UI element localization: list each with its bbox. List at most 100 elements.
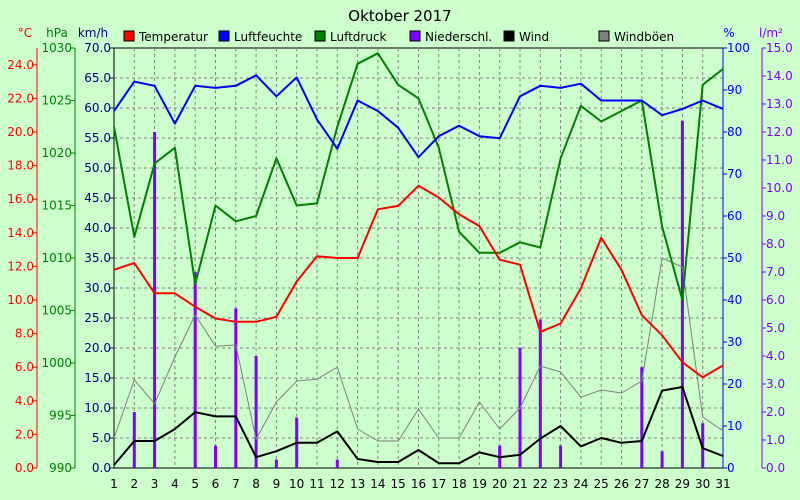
x-tick-label: 15 [391, 477, 406, 491]
wind-tick-label: 60.0 [84, 101, 111, 115]
x-tick-label: 3 [151, 477, 159, 491]
humidity-unit-label: % [723, 26, 734, 40]
temp-tick-label: 2.0 [15, 427, 34, 441]
legend-label-rain: Niederschl. [425, 30, 492, 44]
rain-unit-label: l/m² [759, 26, 783, 40]
pressure-tick-label: 990 [49, 461, 72, 475]
x-tick-label: 14 [370, 477, 385, 491]
x-tick-label: 22 [533, 477, 548, 491]
chart-title: Oktober 2017 [348, 7, 451, 25]
rain-tick-label: 1.0 [766, 433, 785, 447]
wind-tick-label: 30.0 [84, 281, 111, 295]
wind-tick-label: 20.0 [84, 341, 111, 355]
x-tick-label: 7 [232, 477, 240, 491]
legend-label-pressure: Luftdruck [330, 30, 387, 44]
wind-tick-label: 45.0 [84, 191, 111, 205]
rain-tick-label: 14.0 [766, 69, 793, 83]
temp-tick-label: 24.0 [7, 58, 34, 72]
x-tick-label: 20 [492, 477, 507, 491]
wind-tick-label: 55.0 [84, 131, 111, 145]
x-tick-label: 6 [212, 477, 220, 491]
rain-bar [660, 451, 664, 468]
wind-tick-label: 15.0 [84, 371, 111, 385]
humidity-tick-label: 30 [727, 335, 742, 349]
rain-tick-label: 3.0 [766, 377, 785, 391]
legend-swatch-humidity [218, 30, 230, 42]
temp-tick-label: 4.0 [15, 394, 34, 408]
wind-tick-label: 70.0 [84, 41, 111, 55]
wind-tick-label: 35.0 [84, 251, 111, 265]
temp-tick-label: 6.0 [15, 360, 34, 374]
temp-tick-label: 22.0 [7, 91, 34, 105]
wind-tick-label: 5.0 [92, 431, 111, 445]
pressure-tick-label: 1010 [41, 251, 72, 265]
series-line-wind-gusts [113, 257, 724, 442]
wind-tick-label: 50.0 [84, 161, 111, 175]
pressure-tick-label: 1025 [41, 94, 72, 108]
x-tick-label: 26 [614, 477, 629, 491]
temp-tick-label: 18.0 [7, 159, 34, 173]
humidity-tick-label: 60 [727, 209, 742, 223]
series-line-wind-wind [113, 386, 724, 466]
x-tick-label: 4 [171, 477, 179, 491]
legend-label-wind: Wind [519, 30, 549, 44]
x-tick-label: 8 [252, 477, 260, 491]
temp-tick-label: 20.0 [7, 125, 34, 139]
rain-bar [274, 459, 278, 468]
rain-bar [214, 445, 217, 468]
x-tick-label: 11 [309, 477, 324, 491]
x-tick-label: 30 [695, 477, 710, 491]
x-tick-label: 16 [411, 477, 426, 491]
temp-tick-label: 16.0 [7, 192, 34, 206]
pressure-tick-label: 995 [49, 409, 72, 423]
wind-tick-label: 10.0 [84, 401, 111, 415]
rain-tick-label: 11.0 [766, 153, 793, 167]
rain-bar [193, 272, 197, 468]
wind-tick-label: 0.0 [92, 461, 111, 475]
series-line-temp-temp [113, 184, 724, 379]
legend-swatch-pressure [314, 30, 326, 42]
legend-swatch-gusts [598, 30, 610, 42]
temp-tick-label: 0.0 [15, 461, 34, 475]
rain-bar [559, 445, 563, 468]
rain-tick-label: 13.0 [766, 97, 793, 111]
series-line-pressure-pressure [113, 52, 724, 301]
x-tick-label: 21 [512, 477, 527, 491]
rain-tick-label: 0.0 [766, 461, 785, 475]
legend-swatch-rain [409, 30, 421, 42]
humidity-tick-label: 0 [727, 461, 735, 475]
x-tick-label: 9 [273, 477, 281, 491]
wind-unit-label: km/h [78, 26, 108, 40]
pressure-tick-label: 1005 [41, 304, 72, 318]
x-tick-label: 13 [350, 477, 365, 491]
x-tick-label: 12 [330, 477, 345, 491]
rain-bar [153, 132, 157, 468]
x-tick-label: 31 [715, 477, 730, 491]
x-tick-label: 17 [431, 477, 446, 491]
humidity-tick-label: 70 [727, 167, 742, 181]
x-tick-label: 29 [675, 477, 690, 491]
x-tick-label: 24 [573, 477, 588, 491]
wind-tick-label: 65.0 [84, 71, 111, 85]
x-tick-label: 2 [130, 477, 138, 491]
rain-tick-label: 4.0 [766, 349, 785, 363]
rain-tick-label: 6.0 [766, 293, 785, 307]
humidity-tick-label: 80 [727, 125, 742, 139]
pressure-tick-label: 1030 [41, 41, 72, 55]
legend-label-humidity: Luftfeuchte [234, 30, 302, 44]
rain-bar [254, 356, 258, 468]
rain-tick-label: 9.0 [766, 209, 785, 223]
legend-swatch-wind [503, 30, 515, 42]
rain-bar [538, 319, 542, 468]
legend-swatch-temperature [123, 30, 135, 42]
x-tick-label: 18 [451, 477, 466, 491]
temp-unit-label: °C [18, 26, 32, 40]
humidity-tick-label: 40 [727, 293, 742, 307]
wind-tick-label: 40.0 [84, 221, 111, 235]
rain-tick-label: 2.0 [766, 405, 785, 419]
x-tick-label: 5 [191, 477, 199, 491]
humidity-tick-label: 90 [727, 83, 742, 97]
humidity-tick-label: 20 [727, 377, 742, 391]
